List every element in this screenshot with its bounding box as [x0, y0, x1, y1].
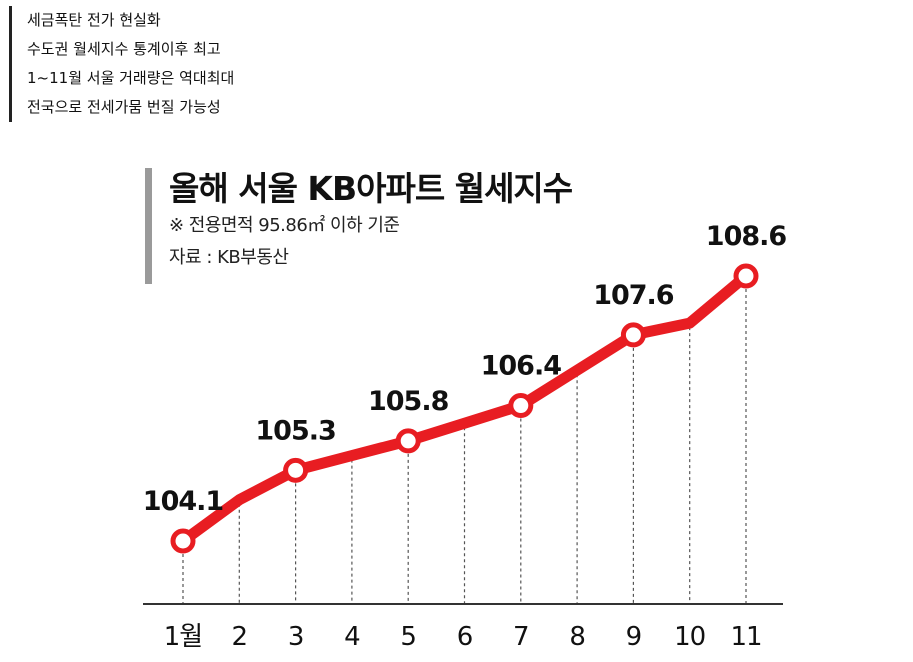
data-point — [395, 428, 421, 454]
x-tick-label: 3 — [288, 622, 304, 652]
data-point — [283, 457, 309, 483]
value-label: 104.1 — [143, 486, 223, 517]
x-tick-label: 10 — [674, 622, 705, 652]
data-point — [733, 263, 759, 289]
x-tick-label: 11 — [730, 622, 761, 652]
x-tick-label: 9 — [626, 622, 642, 652]
chart-subtitle: ※ 전용면적 95.86㎡ 이하 기준 — [169, 215, 400, 236]
data-points — [170, 263, 759, 554]
data-point — [620, 322, 646, 348]
x-tick-label: 1월 — [164, 622, 202, 652]
summary-line: 전국으로 전세가뭄 번질 가능성 — [27, 98, 221, 116]
summary-line: 세금폭탄 전가 현실화 — [27, 11, 161, 29]
data-point — [508, 393, 534, 419]
value-label: 107.6 — [593, 280, 674, 311]
chart-source: 자료 : KB부동산 — [169, 247, 289, 268]
value-labels: 104.1 105.3 105.8 106.4 107.6 108.6 — [143, 221, 788, 517]
value-label: 108.6 — [706, 221, 787, 252]
value-label: 106.4 — [481, 351, 562, 382]
guide-lines — [182, 289, 747, 604]
data-point — [170, 528, 196, 554]
chart-title: 올해 서울 KB아파트 월세지수 — [169, 169, 573, 208]
x-tick-labels: 1월 2 3 4 5 6 7 8 9 10 11 — [164, 622, 763, 652]
summary-list: 세금폭탄 전가 현실화 수도권 월세지수 통계이후 최고 1~11월 서울 거래… — [9, 6, 234, 122]
x-tick-label: 2 — [232, 622, 248, 652]
summary-line: 수도권 월세지수 통계이후 최고 — [27, 40, 221, 58]
chart-title-block: 올해 서울 KB아파트 월세지수 ※ 전용면적 95.86㎡ 이하 기준 자료 … — [145, 168, 573, 284]
x-tick-label: 4 — [344, 622, 360, 652]
x-tick-label: 7 — [513, 622, 529, 652]
x-tick-label: 6 — [457, 622, 473, 652]
value-label: 105.3 — [255, 415, 335, 446]
value-label: 105.8 — [368, 386, 449, 417]
series-line — [177, 270, 752, 547]
x-tick-label: 5 — [400, 622, 416, 652]
summary-line: 1~11월 서울 거래량은 역대최대 — [27, 69, 235, 87]
x-tick-label: 8 — [569, 622, 585, 652]
